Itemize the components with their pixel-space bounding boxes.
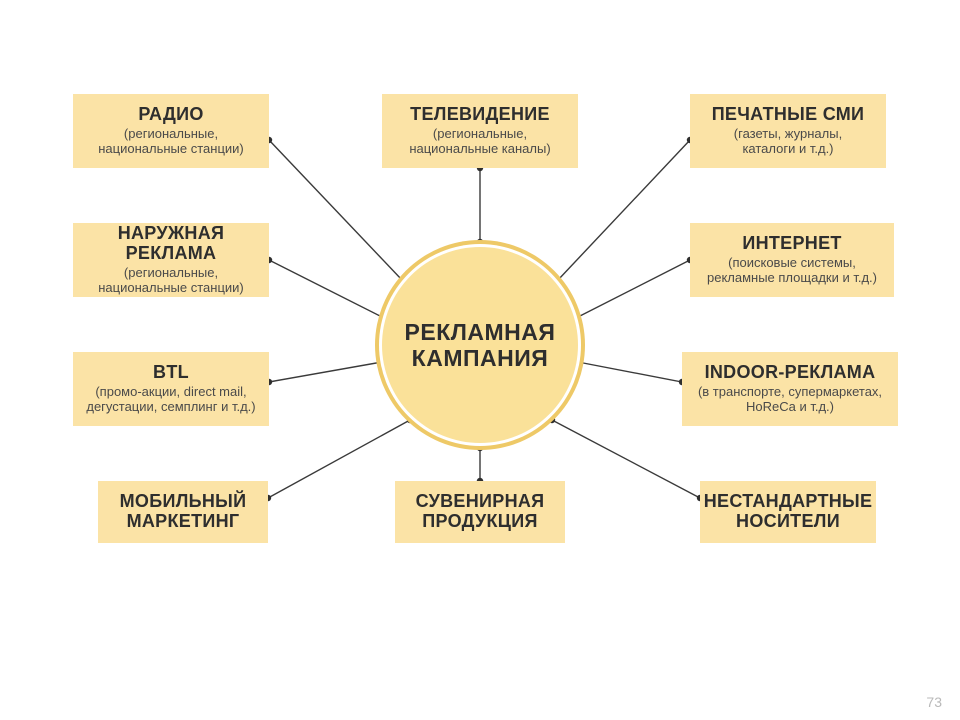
node-nonstd: НЕСТАНДАРТНЫЕНОСИТЕЛИ [700,481,876,543]
node-souvenir: СУВЕНИРНАЯПРОДУКЦИЯ [395,481,565,543]
node-title: МОБИЛЬНЫЙМАРКЕТИНГ [120,492,247,532]
page-number: 73 [926,694,942,710]
node-subtitle: (поисковые системы,рекламные площадки и … [707,256,877,286]
node-tv: ТЕЛЕВИДЕНИЕ(региональные,национальные ка… [382,94,578,168]
center-line2: КАМПАНИЯ [412,345,549,371]
node-subtitle: (в транспорте, супермаркетах,HoReCa и т.… [698,385,882,415]
node-title: РАДИО [138,105,203,125]
node-title: INDOOR-РЕКЛАМА [705,363,876,383]
node-title: ТЕЛЕВИДЕНИЕ [410,105,550,125]
node-subtitle: (промо-акции, direct mail,дегустации, се… [86,385,255,415]
node-radio: РАДИО(региональные,национальные станции) [73,94,269,168]
center-label: РЕКЛАМНАЯ КАМПАНИЯ [405,319,556,372]
node-title: СУВЕНИРНАЯПРОДУКЦИЯ [416,492,545,532]
node-title: НАРУЖНАЯ РЕКЛАМА [81,224,261,264]
node-internet: ИНТЕРНЕТ(поисковые системы,рекламные пло… [690,223,894,297]
diagram-canvas: РЕКЛАМНАЯ КАМПАНИЯ ТЕЛЕВИДЕНИЕ(региональ… [0,0,960,720]
node-subtitle: (газеты, журналы,каталоги и т.д.) [734,127,842,157]
node-title: BTL [153,363,189,383]
node-title: ПЕЧАТНЫЕ СМИ [712,105,865,125]
node-title: НЕСТАНДАРТНЫЕНОСИТЕЛИ [704,492,873,532]
center-line1: РЕКЛАМНАЯ [405,319,556,345]
node-subtitle: (региональные,национальные станции) [98,127,244,157]
node-indoor: INDOOR-РЕКЛАМА(в транспорте, супермаркет… [682,352,898,426]
center-node: РЕКЛАМНАЯ КАМПАНИЯ [382,247,578,443]
node-outdoor: НАРУЖНАЯ РЕКЛАМА(региональные,национальн… [73,223,269,297]
node-subtitle: (региональные,национальные каналы) [409,127,550,157]
node-mobile: МОБИЛЬНЫЙМАРКЕТИНГ [98,481,268,543]
node-title: ИНТЕРНЕТ [742,234,841,254]
node-print: ПЕЧАТНЫЕ СМИ(газеты, журналы,каталоги и … [690,94,886,168]
node-subtitle: (региональные,национальные станции) [98,266,244,296]
node-btl: BTL(промо-акции, direct mail,дегустации,… [73,352,269,426]
